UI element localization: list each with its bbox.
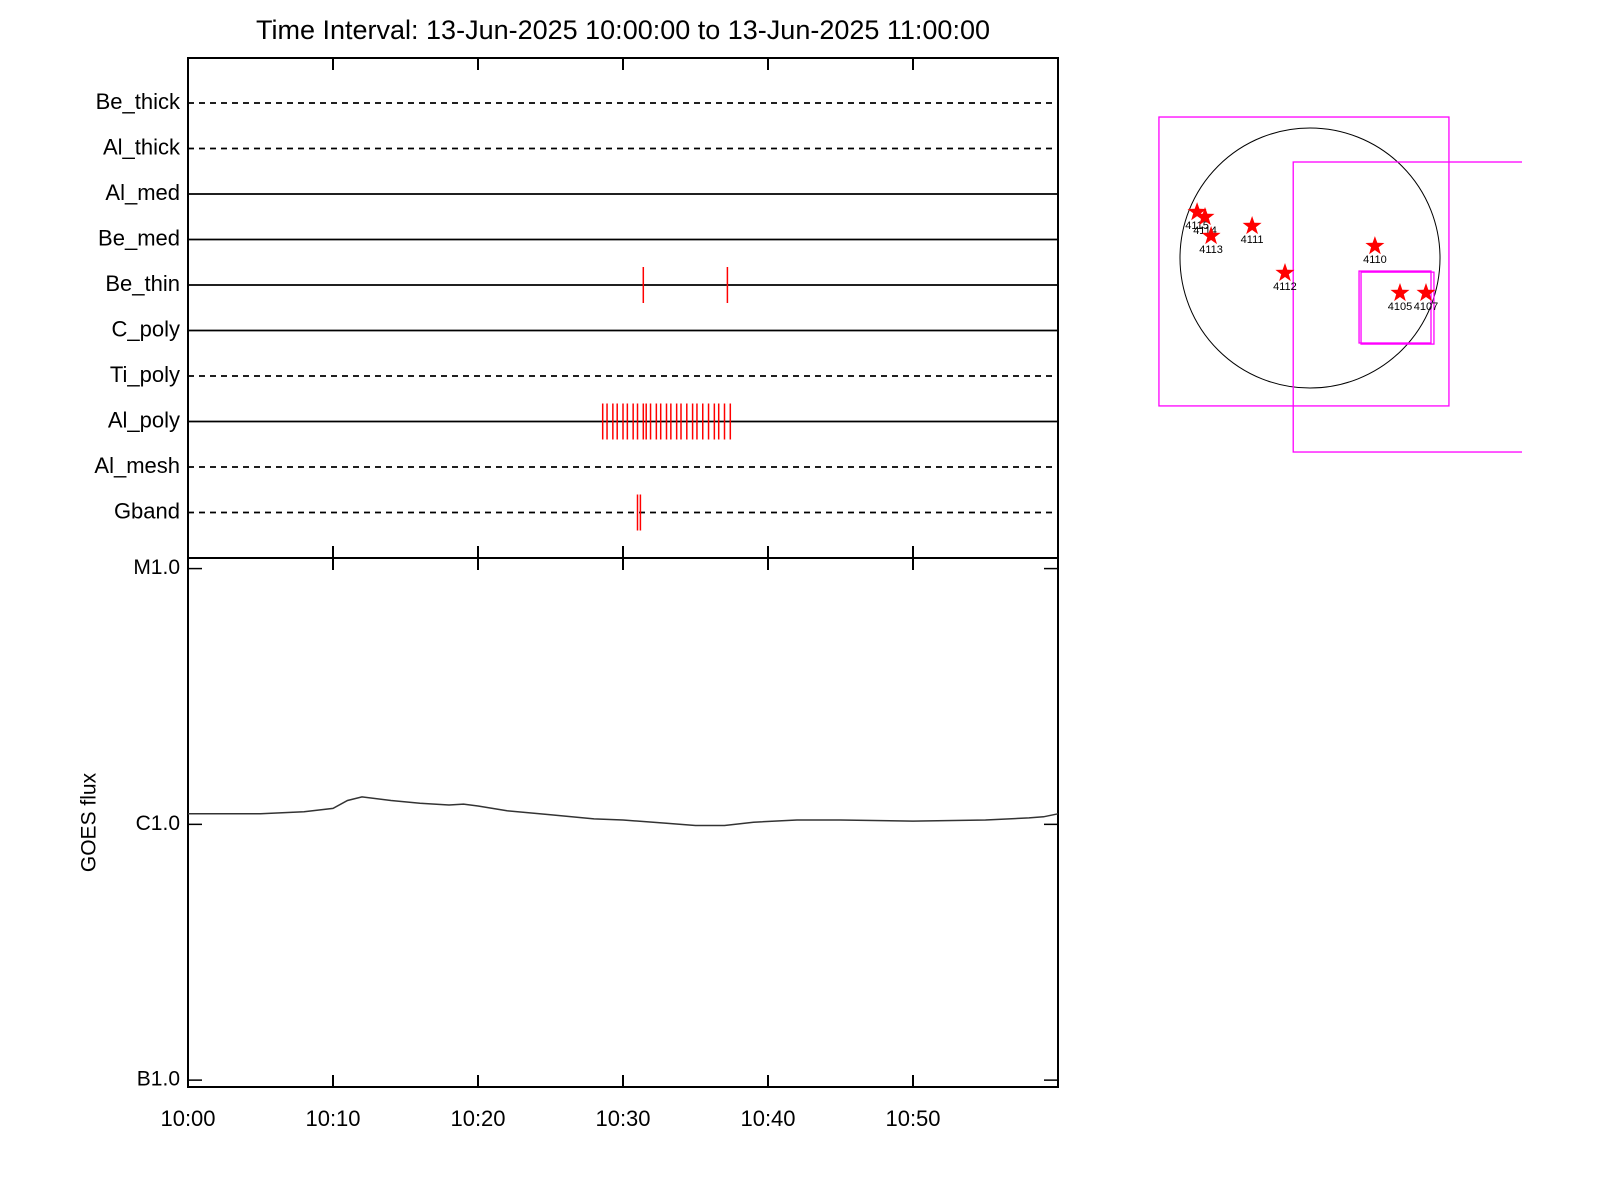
y-tick-label: C1.0 <box>136 812 180 835</box>
row-label: Ti_poly <box>110 362 180 387</box>
x-tick-label: 10:20 <box>450 1106 505 1131</box>
region-label: 4110 <box>1363 254 1387 266</box>
fov-box <box>1358 270 1432 344</box>
row-label: Be_thick <box>96 89 181 114</box>
plot-frame <box>187 57 1059 559</box>
row-label: Al_med <box>105 180 180 205</box>
x-tick-label: 10:40 <box>740 1106 795 1131</box>
row-label: C_poly <box>112 316 180 341</box>
row-label: Be_thin <box>105 271 180 296</box>
row-label: Al_mesh <box>94 453 180 478</box>
flux-line <box>188 796 1059 827</box>
solar-disk <box>1179 127 1441 389</box>
y-tick-label: B1.0 <box>137 1068 180 1091</box>
row-label: Be_med <box>98 225 180 250</box>
chart-title: Time Interval: 13-Jun-2025 10:00:00 to 1… <box>256 15 990 45</box>
region-label: 4112 <box>1273 281 1297 293</box>
region-label: 4111 <box>1241 234 1264 246</box>
row-label: Al_poly <box>108 407 180 432</box>
region-star <box>1195 207 1215 226</box>
row-label: Al_thick <box>103 134 181 159</box>
x-tick-label: 10:50 <box>885 1106 940 1131</box>
region-star <box>1416 283 1436 302</box>
region-label: 4105 <box>1388 301 1412 313</box>
region-star <box>1390 283 1410 302</box>
y-axis-label: GOES flux <box>78 772 101 872</box>
region-star <box>1187 202 1207 221</box>
region-star <box>1201 226 1221 245</box>
region-label: 4107 <box>1414 301 1438 313</box>
y-tick-label: M1.0 <box>133 556 180 579</box>
fov-box <box>1158 116 1450 407</box>
fov-box <box>1360 271 1435 345</box>
region-star <box>1242 216 1262 235</box>
x-tick-label: 10:10 <box>305 1106 360 1131</box>
row-label: Gband <box>114 498 180 523</box>
region-star <box>1275 263 1295 282</box>
region-label: 4113 <box>1199 244 1223 256</box>
plot-frame <box>187 557 1059 1088</box>
x-tick-label: 10:30 <box>595 1106 650 1131</box>
fov-box <box>1292 161 1522 453</box>
region-star <box>1365 236 1385 255</box>
x-tick-label: 10:00 <box>160 1106 215 1131</box>
region-label: 4115 <box>1185 220 1209 232</box>
